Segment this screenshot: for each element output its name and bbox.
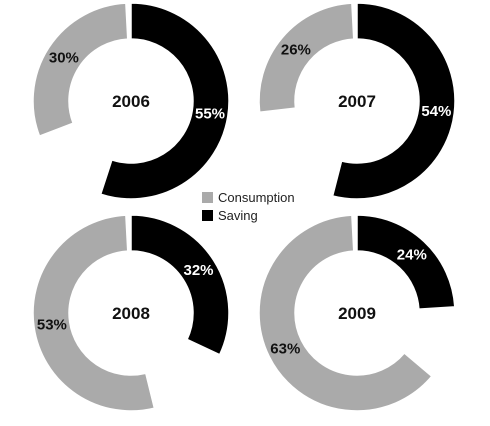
label-saving-2009: 24%: [397, 247, 427, 264]
year-label-2007: 2007: [338, 92, 376, 111]
label-saving-2007: 54%: [421, 103, 451, 120]
slice-consumption-2008: [32, 214, 156, 412]
slice-saving-2006: [99, 2, 230, 200]
label-consumption-2006: 30%: [49, 49, 79, 66]
slice-saving-2008: [130, 214, 230, 356]
label-consumption-2009: 63%: [270, 341, 300, 358]
slice-saving-2007: [331, 2, 456, 200]
slice-consumption-2006: [32, 2, 129, 138]
legend-item-saving: Saving: [202, 206, 295, 224]
year-label-2008: 2008: [112, 304, 150, 323]
legend-label-saving: Saving: [218, 207, 258, 223]
year-label-2009: 2009: [338, 304, 376, 323]
label-consumption-2008: 53%: [37, 317, 67, 334]
label-consumption-2007: 26%: [281, 41, 311, 58]
donut-2009: 63% 24% 2009: [258, 214, 456, 412]
donut-2007: 26% 54% 2007: [258, 2, 456, 200]
legend-swatch-saving: [202, 209, 213, 221]
donut-2006: 30% 55% 2006: [32, 2, 230, 200]
slice-saving-2009: [356, 214, 456, 310]
slice-consumption-2007: [258, 2, 355, 114]
label-saving-2008: 32%: [183, 262, 213, 279]
legend-item-consumption: Consumption: [202, 188, 295, 206]
slice-consumption-2009: [258, 214, 433, 412]
donut-2008: 53% 32% 2008: [32, 214, 230, 412]
legend-swatch-consumption: [202, 191, 213, 203]
legend: Consumption Saving: [202, 188, 295, 224]
legend-label-consumption: Consumption: [218, 189, 295, 205]
label-saving-2006: 55%: [195, 106, 225, 123]
year-label-2006: 2006: [112, 92, 150, 111]
